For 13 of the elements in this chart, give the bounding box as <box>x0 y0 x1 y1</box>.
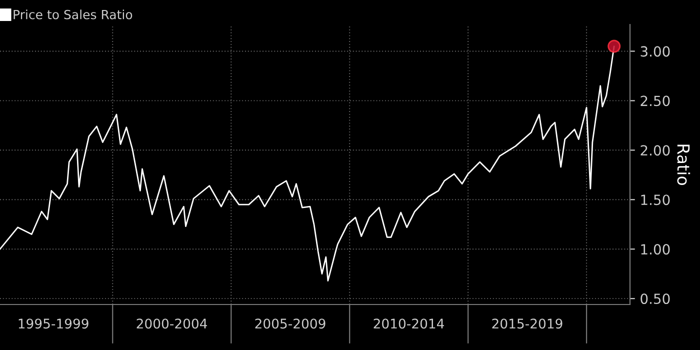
y-tick-label: 3.00 <box>640 46 670 57</box>
y-tick-label: 1.00 <box>641 244 670 255</box>
y-tick-label: 0.50 <box>640 294 670 304</box>
x-tick-label: 2015-2019 <box>492 318 562 329</box>
y-axis-title: Ratio <box>677 144 690 185</box>
y-tick-label: 2.50 <box>640 96 670 106</box>
x-tick-label: 2005-2009 <box>255 318 326 329</box>
x-tick-label: 2000-2004 <box>136 318 208 329</box>
x-tick-label: 1995-1999 <box>18 318 88 329</box>
legend-label: Price to Sales Ratio <box>14 10 132 20</box>
y-tick-label: 1.50 <box>641 194 670 206</box>
y-tick-label: 2.00 <box>640 145 670 156</box>
x-tick-label: 2010-2014 <box>374 318 444 329</box>
